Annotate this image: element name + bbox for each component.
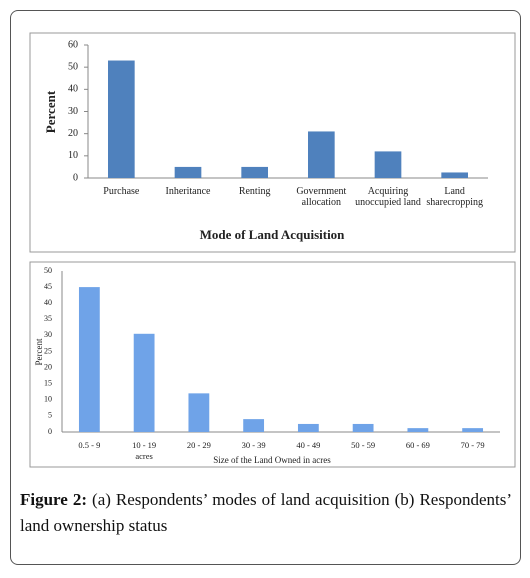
x-tick-label: 10 - 19 acres [132, 440, 157, 461]
x-tick-label: Inheritance [165, 186, 211, 197]
y-tick-label: 50 [44, 266, 52, 275]
x-tick-label: Acquiring unoccupied land [355, 186, 421, 208]
x-tick-label-box: 50 - 59 [351, 440, 376, 450]
y-tick-label: 40 [68, 84, 78, 95]
x-tick-label: Purchase [103, 186, 140, 197]
x-tick-label: 30 - 39 [241, 440, 266, 450]
x-tick-label-box: 40 - 49 [296, 440, 321, 450]
y-tick-label: 20 [68, 128, 78, 139]
chart-border [29, 261, 516, 468]
y-tick-label: 10 [68, 150, 78, 161]
bar [133, 333, 155, 432]
bar [352, 423, 374, 432]
bar [188, 393, 210, 432]
x-tick-label: 20 - 29 [186, 440, 211, 450]
x-tick-label-box: 60 - 69 [405, 440, 430, 450]
bar [297, 423, 319, 432]
x-tick-label-box: Government allocation [296, 186, 347, 208]
bar [407, 428, 429, 432]
x-tick-label: Land sharecropping [426, 186, 483, 208]
x-tick-label: 60 - 69 [405, 440, 430, 450]
bar [241, 166, 268, 178]
bar [78, 287, 100, 432]
y-tick-label: 45 [44, 282, 52, 291]
bar [462, 428, 484, 432]
bar [308, 131, 335, 178]
x-tick-label-box: 70 - 79 [460, 440, 485, 450]
bar [441, 172, 468, 178]
y-tick-label: 15 [44, 379, 52, 388]
x-tick-label-box: 0.5 - 9 [78, 440, 101, 450]
x-axis-title: Size of the Land Owned in acres [213, 455, 331, 465]
x-tick-label: 0.5 - 9 [78, 440, 101, 450]
y-tick-label: 35 [44, 314, 52, 323]
y-tick-label: 20 [44, 362, 52, 371]
x-tick-label-box: 30 - 39 [241, 440, 266, 450]
caption: Figure 2: (a) Respondents’ modes of land… [20, 487, 512, 539]
chart-border [29, 32, 516, 253]
figure-frame [10, 10, 521, 565]
y-tick-label: 5 [48, 411, 52, 420]
y-tick-label: 60 [68, 39, 78, 50]
x-tick-label-box: 20 - 29 [186, 440, 211, 450]
y-tick-label: 40 [44, 298, 52, 307]
x-axis-title: Mode of Land Acquisition [200, 227, 346, 242]
caption-label: Figure 2: [20, 490, 88, 509]
caption-text: (a) Respondents’ modes of land acquisiti… [20, 490, 512, 535]
x-tick-label: Renting [238, 186, 271, 197]
bar [108, 60, 135, 179]
x-tick-label-box: Purchase [103, 186, 140, 197]
y-tick-label: 30 [68, 106, 78, 117]
bar [243, 419, 265, 432]
x-tick-label-box: Land sharecropping [426, 186, 483, 208]
x-tick-label-box: 10 - 19 acres [132, 440, 157, 461]
y-tick-label: 0 [73, 172, 78, 183]
y-tick-label: 0 [48, 427, 52, 436]
y-tick-label: 50 [68, 61, 78, 72]
x-tick-label: 70 - 79 [460, 440, 485, 450]
x-tick-label-box: Acquiring unoccupied land [355, 186, 421, 208]
x-tick-label: 40 - 49 [296, 440, 321, 450]
y-tick-label: 10 [44, 395, 52, 404]
bar [174, 166, 202, 178]
bar [374, 151, 402, 178]
y-axis-title: Percent [43, 90, 58, 133]
x-tick-label: Government allocation [296, 186, 347, 208]
y-tick-label: 30 [44, 330, 52, 339]
x-tick-label-box: Renting [238, 186, 271, 197]
y-tick-label: 25 [44, 346, 52, 355]
x-tick-label: 50 - 59 [351, 440, 376, 450]
y-axis-title: Percent [34, 338, 44, 365]
x-tick-label-box: Inheritance [165, 186, 211, 197]
